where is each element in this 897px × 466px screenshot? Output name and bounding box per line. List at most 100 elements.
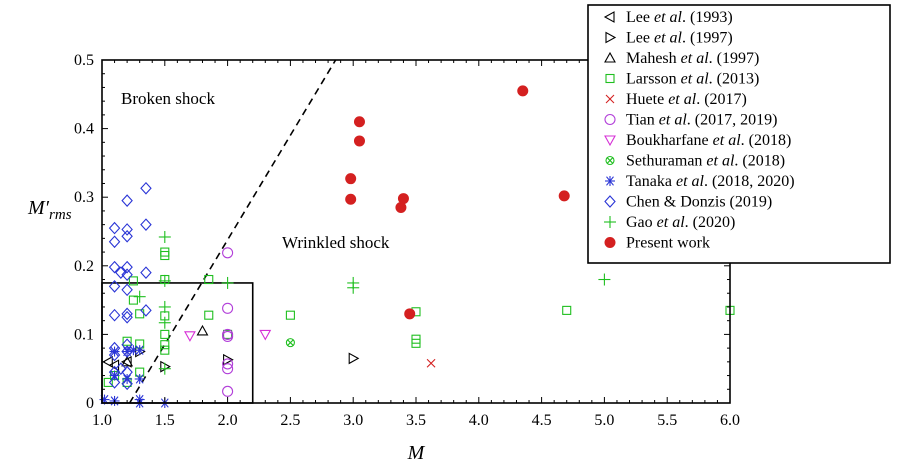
legend-label: Boukharfane et al. (2018): [626, 132, 791, 149]
y-tick-label: 0.1: [74, 326, 94, 343]
data-point: [204, 274, 214, 285]
legend-marker: [605, 73, 615, 84]
legend-label-part: Mahesh: [626, 50, 681, 67]
marker-shape: [120, 355, 132, 368]
data-point: [121, 260, 133, 274]
legend-label-part: . (2013): [709, 71, 760, 88]
legend-marker: [605, 94, 615, 104]
marker-shape: [108, 376, 121, 389]
series-0: [102, 355, 132, 372]
legend-label-part: et al: [713, 132, 742, 149]
data-point: [121, 338, 133, 352]
data-point: [222, 302, 234, 314]
data-point: [140, 181, 152, 195]
legend-label-part: Tanaka: [626, 173, 676, 190]
data-point: [223, 353, 234, 366]
data-point: [348, 352, 360, 365]
legend-label: Tian et al. (2017, 2019): [626, 112, 777, 129]
marker-shape: [135, 309, 145, 319]
legend-label-part: Lee: [626, 9, 654, 26]
data-point: [160, 247, 170, 257]
marker-shape: [108, 341, 121, 355]
marker-shape: [140, 181, 152, 195]
marker-shape: [108, 235, 121, 249]
legend-label-part: et al: [668, 91, 697, 108]
legend-label-part: et al: [681, 50, 710, 67]
legend-entry: Lee et al. (1993): [603, 9, 733, 26]
data-point: [121, 283, 133, 297]
annotation-broken-shock: Broken shock: [121, 89, 215, 108]
legend-entry: Huete et al. (2017): [605, 91, 747, 108]
legend-marker: [604, 113, 616, 126]
marker-shape: [160, 329, 170, 339]
marker-shape: [605, 94, 615, 104]
legend-marker: [604, 135, 616, 147]
data-point: [108, 235, 121, 249]
series-4: [426, 358, 436, 368]
x-tick-label: 1.0: [92, 412, 112, 429]
marker-shape: [108, 280, 121, 293]
data-point: [109, 370, 120, 381]
series-5: [222, 247, 234, 397]
marker-shape: [115, 362, 127, 376]
data-point: [134, 345, 145, 356]
data-point: [158, 274, 171, 287]
data-point: [121, 194, 133, 207]
data-point: [140, 266, 152, 279]
legend-label-part: Tian: [626, 112, 659, 129]
legend-label-part: . (2018): [741, 132, 792, 149]
annotation-wrinkled-shock: Wrinkled shock: [282, 233, 390, 252]
legend-label-part: Lee: [626, 30, 654, 47]
marker-shape: [353, 116, 365, 128]
data-point: [347, 281, 360, 294]
x-tick-label: 4.0: [469, 412, 489, 429]
data-point: [121, 307, 133, 321]
data-point: [259, 329, 272, 341]
legend-label-part: Boukharfane: [626, 132, 713, 149]
data-point: [598, 273, 611, 286]
legend-marker: [604, 195, 616, 208]
marker-shape: [395, 201, 407, 213]
data-point: [121, 377, 133, 391]
legend-label: Lee et al. (1997): [626, 30, 733, 47]
x-tick-label: 4.5: [532, 412, 552, 429]
data-point: [345, 173, 357, 185]
marker-shape: [222, 358, 234, 370]
marker-shape: [604, 135, 616, 147]
legend-label-part: . (2017): [696, 91, 747, 108]
legend-label-part: et al: [706, 153, 735, 170]
legend-entry: Chen & Donzis (2019): [604, 194, 772, 211]
legend-label-part: Present work: [626, 235, 710, 252]
x-tick-label: 2.5: [280, 412, 300, 429]
legend-entry: Present work: [604, 235, 710, 252]
data-point: [426, 358, 436, 368]
data-point: [221, 276, 234, 289]
y-tick-label: 0.2: [74, 258, 94, 275]
marker-shape: [121, 268, 133, 282]
data-point: [128, 295, 138, 305]
legend-box: [587, 4, 891, 264]
data-point: [128, 276, 138, 286]
legend-label: Gao et al. (2020): [626, 214, 735, 231]
marker-shape: [121, 345, 133, 358]
marker-shape: [204, 310, 214, 320]
marker-shape: [121, 229, 133, 243]
data-point: [160, 345, 170, 355]
legend-label-part: et al: [654, 9, 683, 26]
marker-shape: [160, 250, 170, 261]
data-point: [353, 116, 365, 128]
data-point: [133, 290, 146, 303]
marker-shape: [115, 266, 127, 279]
legend: Lee et al. (1993) Lee et al. (1997) Mahesh…: [587, 4, 891, 264]
marker-shape: [517, 85, 529, 97]
marker-shape: [411, 338, 421, 348]
legend-entry: Mahesh et al. (1997): [604, 50, 759, 67]
x-axis-label: M: [407, 442, 426, 464]
legend-label: Sethuraman et al. (2018): [626, 153, 785, 170]
data-point: [558, 190, 570, 202]
marker-shape: [605, 73, 615, 84]
marker-shape: [562, 305, 572, 315]
marker-shape: [108, 308, 121, 322]
marker-shape: [121, 283, 133, 297]
data-point: [411, 338, 421, 348]
